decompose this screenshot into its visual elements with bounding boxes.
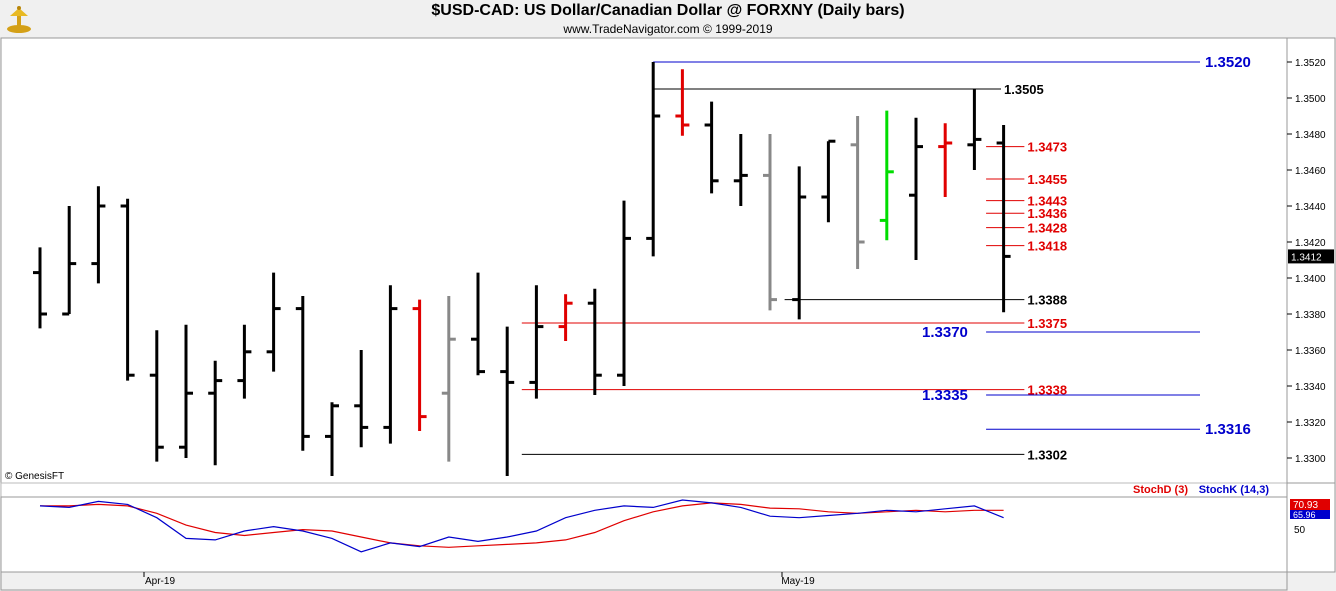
price-panel bbox=[0, 37, 1288, 484]
stoch-level-50: 50 bbox=[1294, 525, 1306, 536]
level-label: 1.3520 bbox=[1205, 54, 1251, 71]
y-tick-label: 1.3380 bbox=[1295, 310, 1326, 321]
level-lines: 1.35201.35051.34731.34551.34431.34361.34… bbox=[521, 54, 1251, 462]
chart-header: $USD-CAD: US Dollar/Canadian Dollar @ FO… bbox=[0, 0, 1336, 37]
y-tick-label: 1.3500 bbox=[1295, 94, 1326, 105]
stochd-value: 70.93 bbox=[1293, 500, 1318, 511]
y-tick-label: 1.3400 bbox=[1295, 274, 1326, 285]
last-price-box bbox=[1288, 249, 1334, 264]
indicator-panel bbox=[0, 496, 1288, 573]
stochd-line bbox=[40, 502, 1004, 548]
level-label: 1.3455 bbox=[1027, 172, 1067, 187]
stochk-value-box bbox=[1290, 510, 1330, 519]
level-label: 1.3370 bbox=[922, 324, 968, 341]
level-label: 1.3338 bbox=[1027, 383, 1067, 398]
stochk-value: 65.96 bbox=[1293, 510, 1316, 520]
chart-subtitle: www.TradeNavigator.com © 1999-2019 bbox=[563, 22, 773, 36]
last-price-label: 1.3412 bbox=[1291, 252, 1322, 263]
date-axis-labels: Apr-19 May-19 bbox=[143, 572, 815, 587]
y-tick-label: 1.3520 bbox=[1295, 58, 1326, 69]
y-tick-label: 1.3340 bbox=[1295, 382, 1326, 393]
genesis-logo-icon bbox=[4, 4, 34, 39]
y-tick-label: 1.3420 bbox=[1295, 238, 1326, 249]
stochastic-lines bbox=[39, 499, 1004, 553]
chart-title: $USD-CAD: US Dollar/Canadian Dollar @ FO… bbox=[431, 2, 905, 19]
level-label: 1.3375 bbox=[1027, 316, 1067, 331]
y-tick-label: 1.3300 bbox=[1295, 454, 1326, 465]
level-label: 1.3473 bbox=[1027, 140, 1067, 155]
level-label: 1.3505 bbox=[1004, 82, 1044, 97]
level-label: 1.3418 bbox=[1027, 239, 1067, 254]
stochk-legend: StochK (14,3) bbox=[1199, 484, 1270, 496]
indicator-axis bbox=[1286, 482, 1336, 573]
stochd-value-box bbox=[1290, 499, 1330, 510]
price-bars bbox=[33, 62, 1011, 476]
level-label: 1.3316 bbox=[1205, 421, 1251, 438]
level-label: 1.3428 bbox=[1027, 221, 1067, 236]
x-tick-label: May-19 bbox=[781, 576, 815, 587]
date-axis bbox=[0, 571, 1288, 591]
x-tick-label: Apr-19 bbox=[145, 576, 175, 587]
level-label: 1.3302 bbox=[1027, 447, 1067, 462]
stochd-legend: StochD (3) bbox=[1133, 484, 1188, 496]
y-tick-label: 1.3460 bbox=[1295, 166, 1326, 177]
level-label: 1.3335 bbox=[922, 387, 968, 404]
y-tick-label: 1.3480 bbox=[1295, 130, 1326, 141]
y-tick-label: 1.3360 bbox=[1295, 346, 1326, 357]
price-axis-ticks: 1.3520 1.3500 1.3480 1.3460 1.3440 1.3420 1.34… bbox=[1287, 58, 1334, 465]
level-label: 1.3443 bbox=[1027, 194, 1067, 209]
indicator-legend-strip bbox=[0, 482, 1288, 498]
copyright-label: © GenesisFT bbox=[5, 471, 64, 482]
level-label: 1.3388 bbox=[1027, 293, 1067, 308]
level-label: 1.3436 bbox=[1027, 206, 1067, 221]
y-tick-label: 1.3440 bbox=[1295, 202, 1326, 213]
stochk-line bbox=[39, 499, 1004, 553]
y-tick-label: 1.3320 bbox=[1295, 418, 1326, 429]
